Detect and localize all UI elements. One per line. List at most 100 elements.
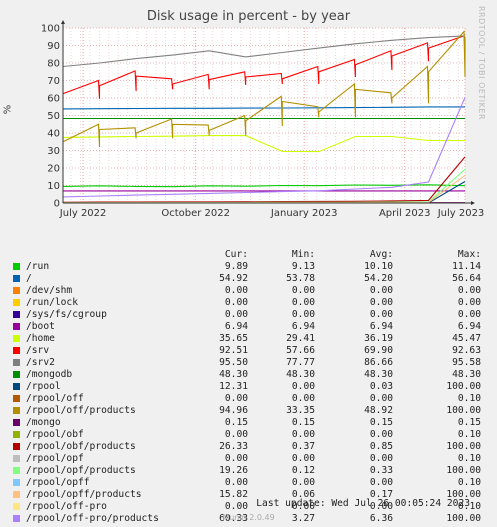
legend-avg-value: 0.00 bbox=[369, 453, 393, 464]
legend-cur-value: 54.92 bbox=[219, 273, 248, 284]
legend-avg-value: 0.00 bbox=[369, 477, 393, 488]
legend-row: /dev/shm 0.00 0.00 0.00 0.00 bbox=[13, 285, 488, 297]
legend-max-value: 92.63 bbox=[452, 345, 481, 356]
legend-min-value: 29.41 bbox=[286, 333, 315, 344]
legend-label: /srv bbox=[26, 345, 50, 356]
chart-plot: 0 10 20 30 40 50 60 70 80 90 100 July 2022 October … bbox=[41, 20, 485, 219]
legend-label: /srv2 bbox=[26, 357, 55, 368]
legend-label: /rpool/opf/products bbox=[26, 465, 136, 476]
legend-avg-value: 0.00 bbox=[369, 501, 393, 512]
legend-min-value: 0.15 bbox=[291, 417, 315, 428]
legend-row: /rpool/off 0.00 0.00 0.00 0.10 bbox=[13, 393, 488, 405]
legend-row: /sys/fs/cgroup 0.00 0.00 0.00 0.00 bbox=[13, 309, 488, 321]
legend-row: /run 9.89 9.13 10.10 11.14 bbox=[13, 261, 488, 273]
munin-version: Munin 2.0.49 bbox=[222, 513, 275, 522]
legend-label: /rpool/off-pro/products bbox=[26, 513, 159, 524]
legend-row: / 54.92 53.78 54.20 56.64 bbox=[13, 273, 488, 285]
legend-avg-value: 0.03 bbox=[369, 381, 393, 392]
legend-max-value: 0.10 bbox=[457, 429, 481, 440]
chart-title: Disk usage in percent - by year bbox=[146, 9, 351, 24]
y-tick-label: 60 bbox=[47, 94, 60, 105]
legend-max-value: 100.00 bbox=[446, 405, 481, 416]
series-line bbox=[62, 135, 466, 153]
legend-label: /rpool/obf bbox=[26, 429, 84, 440]
y-tick-label: 40 bbox=[47, 129, 60, 140]
header-min: Min: bbox=[291, 249, 315, 260]
legend-min-value: 3.27 bbox=[291, 513, 315, 524]
header-avg: Avg: bbox=[369, 249, 393, 260]
y-tick-label: 0 bbox=[54, 199, 60, 210]
y-tick-label: 80 bbox=[47, 59, 60, 70]
series-line bbox=[62, 35, 466, 99]
legend-cur-value: 0.00 bbox=[224, 501, 248, 512]
legend-min-value: 48.30 bbox=[286, 369, 315, 380]
legend-row: /rpool/obf/products 26.33 0.37 0.85 100.00 bbox=[13, 441, 488, 453]
legend-row: /rpool 12.31 0.00 0.03 100.00 bbox=[13, 381, 488, 393]
legend-avg-value: 0.15 bbox=[369, 417, 393, 428]
legend-swatch bbox=[13, 347, 20, 354]
legend-min-value: 53.78 bbox=[286, 273, 315, 284]
legend-cur-value: 0.00 bbox=[224, 309, 248, 320]
series-line bbox=[62, 30, 466, 148]
y-tick-label: 20 bbox=[47, 164, 60, 175]
legend-max-value: 0.00 bbox=[457, 309, 481, 320]
legend-row: /rpool/off-pro/products 60.33 3.27 6.36 100.… bbox=[13, 513, 488, 525]
legend-max-value: 0.00 bbox=[457, 285, 481, 296]
legend-max-value: 56.64 bbox=[452, 273, 481, 284]
legend-max-value: 0.15 bbox=[457, 417, 481, 428]
x-axis-arrow bbox=[471, 201, 475, 205]
legend-cur-value: 48.30 bbox=[219, 369, 248, 380]
legend-max-value: 95.58 bbox=[452, 357, 481, 368]
legend-max-value: 0.00 bbox=[457, 297, 481, 308]
legend-max-value: 0.10 bbox=[457, 477, 481, 488]
last-update: Last update: Wed Jul 26 00:05:24 2023 bbox=[256, 498, 470, 509]
series-line bbox=[62, 97, 466, 198]
legend-cur-value: 19.26 bbox=[219, 465, 248, 476]
y-tick-label: 70 bbox=[47, 76, 60, 87]
legend-min-value: 0.00 bbox=[291, 453, 315, 464]
legend-avg-value: 6.94 bbox=[369, 321, 393, 332]
x-tick-label: January 2023 bbox=[270, 208, 338, 219]
legend-max-value: 100.00 bbox=[446, 465, 481, 476]
legend-header: Cur: Min: Avg: Max: bbox=[13, 249, 488, 261]
legend-max-value: 11.14 bbox=[452, 261, 481, 272]
legend-label: /run bbox=[26, 261, 50, 272]
legend-cur-value: 35.65 bbox=[219, 333, 248, 344]
legend-avg-value: 48.92 bbox=[364, 405, 393, 416]
legend-min-value: 0.12 bbox=[291, 465, 315, 476]
y-tick-label: 90 bbox=[47, 41, 60, 52]
legend-min-value: 0.00 bbox=[291, 285, 315, 296]
x-tick-label: July 2023 bbox=[437, 208, 485, 219]
legend-swatch bbox=[13, 371, 20, 378]
legend-cur-value: 12.31 bbox=[219, 381, 248, 392]
legend-label: /rpool bbox=[26, 381, 61, 392]
legend-min-value: 0.37 bbox=[291, 441, 315, 452]
legend-cur-value: 0.00 bbox=[224, 429, 248, 440]
legend-min-value: 33.35 bbox=[286, 405, 315, 416]
legend-avg-value: 36.19 bbox=[364, 333, 393, 344]
legend-cur-value: 94.96 bbox=[219, 405, 248, 416]
legend-cur-value: 9.89 bbox=[224, 261, 248, 272]
legend-row: /rpool/off-pro 0.00 0.00 0.00 0.10 bbox=[13, 501, 488, 513]
legend-max-value: 100.00 bbox=[446, 441, 481, 452]
legend-avg-value: 86.66 bbox=[364, 357, 393, 368]
legend-label: /rpool/opff/products bbox=[26, 489, 142, 500]
legend-min-value: 0.00 bbox=[291, 297, 315, 308]
legend-swatch bbox=[13, 515, 20, 522]
legend-cur-value: 0.00 bbox=[224, 285, 248, 296]
legend-avg-value: 0.33 bbox=[369, 465, 393, 476]
legend-max-value: 100.00 bbox=[446, 489, 481, 500]
legend-row: /rpool/opf/products 19.26 0.12 0.33 100.00 bbox=[13, 465, 488, 477]
legend-cur-value: 0.00 bbox=[224, 477, 248, 488]
legend-swatch bbox=[13, 287, 20, 294]
legend-min-value: 0.00 bbox=[291, 393, 315, 404]
legend-label: /rpool/obf/products bbox=[26, 441, 136, 452]
legend-min-value: 9.13 bbox=[291, 261, 315, 272]
legend-label: /run/lock bbox=[26, 297, 78, 308]
legend-swatch bbox=[13, 479, 20, 486]
legend-max-value: 0.10 bbox=[457, 453, 481, 464]
legend-avg-value: 0.00 bbox=[369, 297, 393, 308]
legend-swatch bbox=[13, 263, 20, 270]
legend-cur-value: 60.33 bbox=[219, 513, 248, 524]
y-tick-label: 10 bbox=[47, 181, 60, 192]
